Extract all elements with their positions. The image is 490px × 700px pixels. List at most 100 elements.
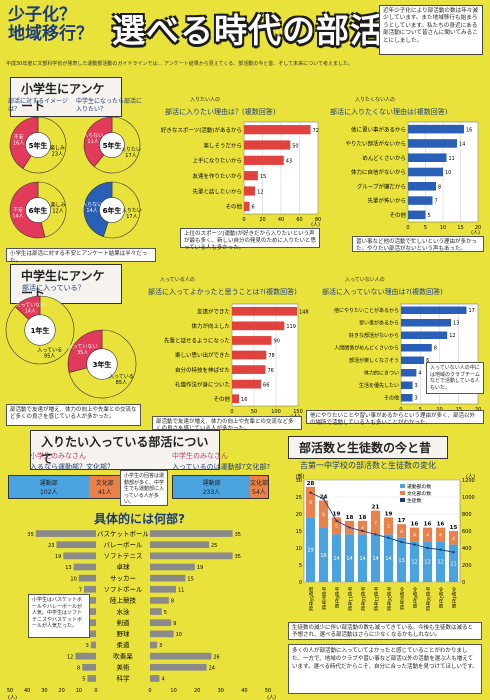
club-detail-title: 具体的には何部? [94,512,185,526]
jr-chart1-bar-0 [232,306,298,316]
club-elem-bar-13 [87,675,96,682]
jr-chart1-label-2: 先輩と話せるようになった [164,337,230,345]
club-elem-bar-8 [89,619,96,627]
hist-sports-value-2: 14 [333,556,339,562]
jr-chart2-bar-2 [401,331,448,339]
jr-chart2-tag: 入っていない人の [345,277,385,283]
club-right-tick-0: 0 [148,688,151,694]
elem-chart2-tick-1: 5 [424,225,427,231]
elem-pie-3-b-label: 入らない [82,201,102,208]
elem-chart1-label-5: その他 [225,203,242,211]
hist-sports-value-11: 11 [450,561,456,567]
club-right-tick-4: 40 [241,688,247,694]
hist-culture-value-8: 4 [413,532,416,538]
jr-chart2-label-3: 人間関係がめんどくさいから [334,345,399,352]
hist-culture-bar-10 [435,527,446,542]
hist-students-point-5 [374,533,377,536]
jr-chart1-label-6: その他 [213,395,230,403]
subtitle-line-2: 地域移行？ [8,24,93,44]
wish-jr-question: 入っているのは運動部?文化部? [172,463,271,471]
elem-chart2-bar-3 [408,167,443,177]
jr-chart1-bar-3 [232,350,267,360]
jr-pie-0-a-label: 入っている [37,347,62,353]
elem-pie-1-a-label: 入りたい [121,147,141,153]
hist-culture-bar-0 [305,486,316,518]
hist-students-point-2 [335,519,338,522]
elem-chart1-value-2: 43 [286,159,292,165]
club-jr-bar-6 [150,597,169,604]
club-jr-value-11: 26 [213,654,219,660]
hist-sports-bar-3 [344,534,355,582]
club-left-tick-0: 50 [7,688,13,694]
hist-culture-value-10: 4 [439,532,442,538]
elem-pie-2-grade: 6年生 [29,206,48,215]
jr-pie-1-b-label: 入っていない [68,343,98,350]
jr-chart2-bar-4 [401,356,425,364]
hist-sports-bar-9 [422,541,433,582]
club-elem-bar-12 [82,663,96,671]
hist-sports-value-8: 12 [411,560,417,566]
club-jr-bar-9 [150,630,174,638]
elem-chart1-value-3: 15 [260,174,266,180]
elem-chart2-label-6: その他 [389,211,406,219]
hist-culture-bar-1 [318,500,329,528]
elem-chart2-value-1: 14 [459,142,465,148]
subtitle-line-1: 少子化？ [8,5,76,25]
hist-total-4: 18 [359,515,367,521]
elem-chart2-label-3: 体力に自信がないから [351,168,406,176]
hist-sports-value-10: 12 [437,560,443,566]
club-name-10: 柔道 [117,640,131,649]
hist-students-point-7 [400,540,403,544]
hist-ytick-5: 25 [296,495,302,501]
jr-chart1-bar-6 [232,394,240,404]
hist-sports-value-1: 16 [320,553,326,559]
jr-chart1-value-5: 66 [263,382,269,388]
hist-sports-value-3: 14 [346,556,352,562]
elem-chart2-tick-2: 10 [440,225,446,231]
elem-pie-3-grade: 6年生 [103,206,122,215]
elem-chart2-bar-5 [408,196,433,205]
jr-chart2-value-2: 12 [449,333,455,339]
club-name-7: 水泳 [117,607,131,616]
elem-chart1-bar-4 [244,186,256,196]
elem-chart1-title: 部活に入りたい理由は？(複数回答) [165,108,276,116]
club-right-tick-5: 50 [265,688,271,694]
elem-chart1-bar-0 [244,125,311,135]
jr-chart1-label-3: 楽しい思い出ができた [175,351,230,359]
hist-legend-label-1: 文化部の数 [407,490,431,497]
club-left-note: 小学生はバスケットボールやバレーボールが人気。中学生はソフトテニスやバスケットボ… [28,594,90,638]
hist-category-0: 昭和59年度 [308,587,314,612]
hist-culture-bar-11 [448,531,459,545]
wish-elem-sports: 運動部 102人 [9,476,89,498]
club-jr-bar-1 [150,541,209,549]
hist-sports-bar-4 [357,534,368,582]
jr-chart1-tick-2: 100 [271,409,281,415]
club-jr-value-8: 9 [173,621,176,627]
wish-jr-culture-label: 文化部 [249,480,268,487]
hist-sports-bar-10 [435,541,446,582]
jr-chart2-label-6: 生活を優先したい [359,382,399,389]
elem-chart2-value-6: 5 [428,213,431,219]
hist-ytick-2: 10 [296,546,302,552]
elementary-q1: 部活に対するイメージは？ [8,98,68,113]
jr-chart1-tick-0: 0 [230,409,233,415]
club-jr-bar-5 [150,585,176,593]
hist-category-7: 令和元年度 [399,586,404,611]
club-elem-bar-7 [87,608,96,615]
elem-pie-3-a-count: 17人 [126,214,137,220]
elementary-chart-reasons-join: 0 20 40 60 80(人) 好きなスポーツ(活動)があるから 72 楽しそうだから 50 上… [161,121,321,228]
jr-chart2-value-7: 3 [415,396,418,402]
hist-students-point-3 [348,526,351,529]
hist-students-point-4 [361,529,364,533]
club-elem-value-10: 3 [86,643,89,649]
club-jr-bar-3 [150,563,195,571]
club-name-0: バスケットボール [97,530,150,538]
jr-chart2-value-4: 6 [426,358,429,364]
wish-jr-bar: 運動部 233人 文化部 54人 [172,475,269,499]
club-unit-right: (人) [267,695,276,700]
elementary-banner: 小学生にアンケート [10,77,122,117]
club-name-8: 剣道 [117,618,131,627]
club-jr-bar-2 [150,552,233,560]
jr-chart1-value-0: 148 [299,309,309,315]
